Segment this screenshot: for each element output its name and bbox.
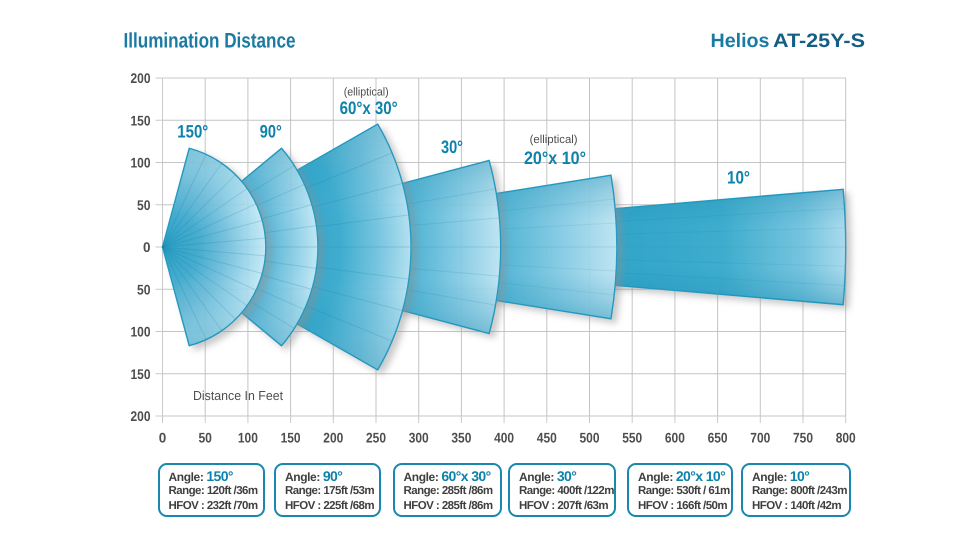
svg-text:50: 50 <box>137 197 151 213</box>
svg-text:450: 450 <box>537 430 557 446</box>
svg-text:750: 750 <box>793 430 813 446</box>
svg-text:550: 550 <box>622 430 642 446</box>
svg-text:200: 200 <box>131 408 151 424</box>
svg-text:150: 150 <box>281 430 301 446</box>
svg-text:700: 700 <box>750 430 770 446</box>
svg-text:AT-25Y-S: AT-25Y-S <box>773 30 865 52</box>
svg-text:30°: 30° <box>441 137 463 157</box>
svg-text:150: 150 <box>131 366 151 382</box>
svg-text:800: 800 <box>836 430 856 446</box>
svg-text:600: 600 <box>665 430 685 446</box>
svg-text:150°: 150° <box>177 122 208 142</box>
svg-text:0: 0 <box>143 239 151 255</box>
svg-text:50: 50 <box>137 281 151 297</box>
svg-text:(elliptical): (elliptical) <box>530 134 578 146</box>
svg-text:50: 50 <box>198 430 212 446</box>
svg-text:0: 0 <box>159 430 167 446</box>
svg-text:150: 150 <box>131 112 151 128</box>
svg-text:90°: 90° <box>260 122 282 142</box>
svg-text:100: 100 <box>131 324 151 340</box>
svg-text:20°x 10°: 20°x 10° <box>524 148 586 168</box>
svg-text:500: 500 <box>580 430 600 446</box>
svg-text:100: 100 <box>238 430 258 446</box>
svg-text:100: 100 <box>131 155 151 171</box>
svg-text:Distance In Feet: Distance In Feet <box>193 388 283 403</box>
svg-text:Illumination Distance: Illumination Distance <box>124 30 296 53</box>
svg-text:10°: 10° <box>727 167 750 187</box>
svg-text:200: 200 <box>131 70 151 86</box>
svg-text:400: 400 <box>494 430 514 446</box>
svg-text:650: 650 <box>708 430 728 446</box>
svg-text:200: 200 <box>323 430 343 446</box>
svg-text:60°x 30°: 60°x 30° <box>340 98 398 118</box>
svg-text:350: 350 <box>451 430 471 446</box>
svg-text:300: 300 <box>409 430 429 446</box>
svg-text:250: 250 <box>366 430 386 446</box>
svg-text:Helios: Helios <box>711 30 770 52</box>
svg-text:(elliptical): (elliptical) <box>344 87 389 99</box>
